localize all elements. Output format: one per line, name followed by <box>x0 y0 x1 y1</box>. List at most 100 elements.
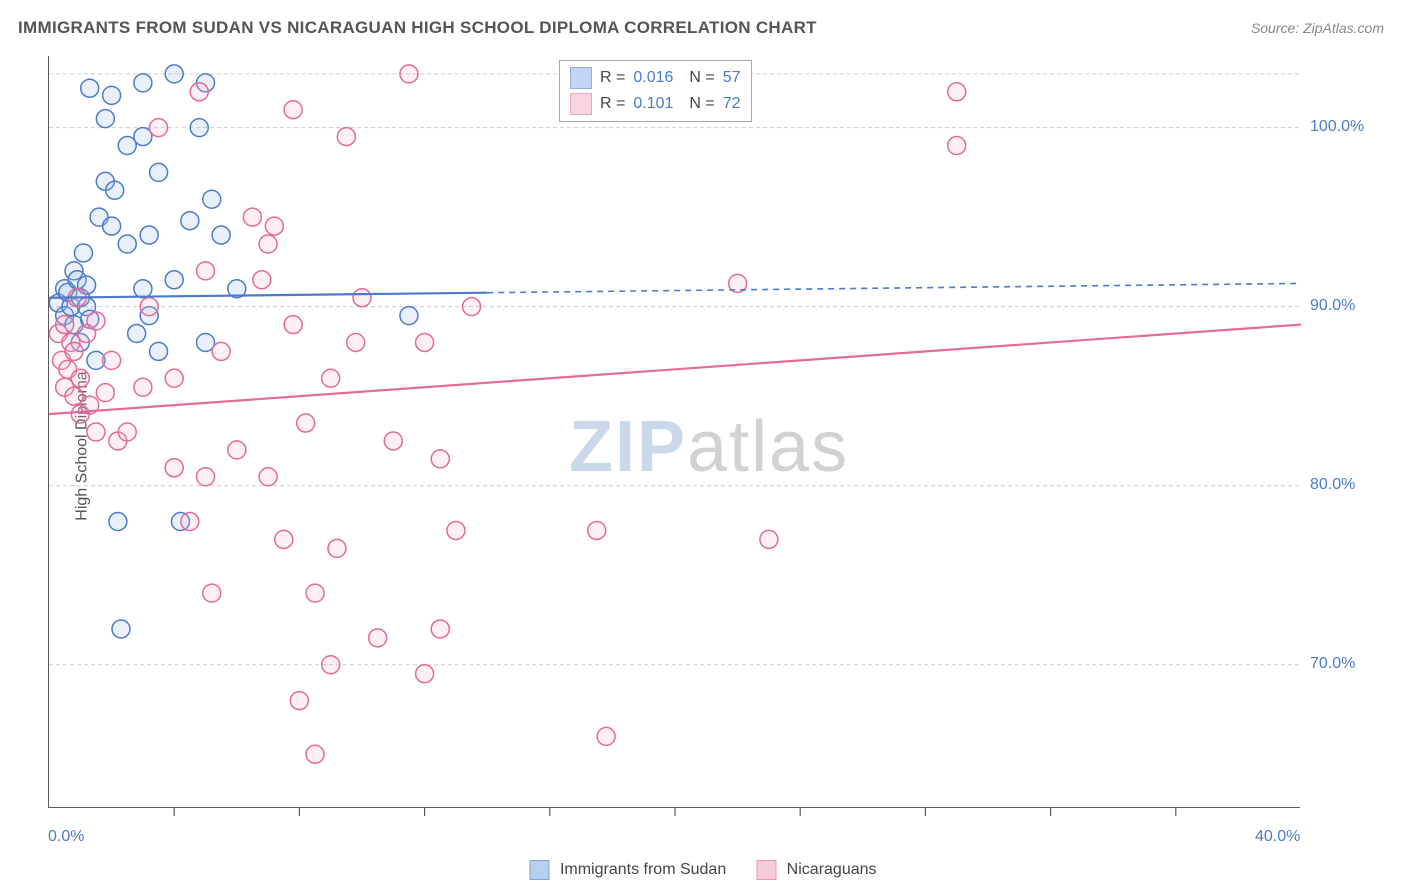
stats-r-label: R = <box>600 95 625 113</box>
stats-n-value: 72 <box>723 95 741 113</box>
stats-n-label: N = <box>689 95 714 113</box>
scatter-point <box>118 235 136 253</box>
trend-line-dashed <box>487 283 1301 292</box>
scatter-point <box>760 530 778 548</box>
scatter-point <box>203 190 221 208</box>
scatter-point <box>150 163 168 181</box>
y-tick-label: 90.0% <box>1310 297 1355 315</box>
scatter-point <box>416 665 434 683</box>
y-tick-label: 80.0% <box>1310 476 1355 494</box>
scatter-point <box>337 128 355 146</box>
scatter-point <box>400 65 418 83</box>
scatter-point <box>322 369 340 387</box>
stats-n-value: 57 <box>723 69 741 87</box>
scatter-point <box>369 629 387 647</box>
scatter-point <box>265 217 283 235</box>
stats-r-value: 0.101 <box>633 95 673 113</box>
scatter-point <box>416 333 434 351</box>
scatter-point <box>243 208 261 226</box>
scatter-point <box>297 414 315 432</box>
scatter-point <box>103 351 121 369</box>
scatter-point <box>109 513 127 531</box>
scatter-point <box>128 325 146 343</box>
legend-item-series1: Immigrants from Sudan <box>529 860 726 880</box>
scatter-point <box>431 620 449 638</box>
scatter-point <box>284 101 302 119</box>
scatter-point <box>275 530 293 548</box>
chart-title: IMMIGRANTS FROM SUDAN VS NICARAGUAN HIGH… <box>18 18 817 38</box>
scatter-point <box>259 235 277 253</box>
scatter-point <box>134 280 152 298</box>
legend-label: Nicaraguans <box>787 861 877 878</box>
stats-legend-row: R = 0.016 N = 57 <box>570 65 741 91</box>
stats-legend: R = 0.016 N = 57 R = 0.101 N = 72 <box>559 60 752 122</box>
scatter-point <box>203 584 221 602</box>
y-tick-label: 70.0% <box>1310 655 1355 673</box>
scatter-point <box>400 307 418 325</box>
trend-line <box>49 293 487 298</box>
scatter-point <box>74 244 92 262</box>
scatter-point <box>384 432 402 450</box>
scatter-point <box>197 468 215 486</box>
stats-legend-row: R = 0.101 N = 72 <box>570 91 741 117</box>
scatter-point <box>181 212 199 230</box>
scatter-point <box>228 441 246 459</box>
scatter-point <box>165 369 183 387</box>
legend-label: Immigrants from Sudan <box>560 861 726 878</box>
scatter-point <box>150 342 168 360</box>
scatter-point <box>165 459 183 477</box>
scatter-point <box>103 217 121 235</box>
bottom-legend: Immigrants from Sudan Nicaraguans <box>529 860 876 880</box>
scatter-point <box>284 316 302 334</box>
scatter-point <box>948 137 966 155</box>
scatter-point <box>948 83 966 101</box>
scatter-point <box>190 83 208 101</box>
scatter-point <box>212 226 230 244</box>
scatter-point <box>165 65 183 83</box>
x-tick-label: 40.0% <box>1255 828 1300 846</box>
scatter-point <box>165 271 183 289</box>
scatter-point <box>56 316 74 334</box>
scatter-point <box>118 423 136 441</box>
scatter-point <box>290 692 308 710</box>
scatter-point <box>106 181 124 199</box>
scatter-point <box>150 119 168 137</box>
scatter-point <box>588 521 606 539</box>
scatter-point <box>140 226 158 244</box>
scatter-point <box>96 110 114 128</box>
source-label: Source: ZipAtlas.com <box>1251 20 1384 36</box>
scatter-point <box>71 369 89 387</box>
x-tick-label: 0.0% <box>48 828 84 846</box>
scatter-point <box>103 86 121 104</box>
stats-r-value: 0.016 <box>633 69 673 87</box>
scatter-point <box>134 74 152 92</box>
scatter-point <box>322 656 340 674</box>
scatter-point <box>347 333 365 351</box>
scatter-point <box>112 620 130 638</box>
scatter-point <box>253 271 271 289</box>
legend-swatch-icon <box>570 67 592 89</box>
scatter-point <box>431 450 449 468</box>
scatter-point <box>96 384 114 402</box>
legend-swatch-icon <box>570 93 592 115</box>
scatter-point <box>259 468 277 486</box>
scatter-point <box>212 342 230 360</box>
scatter-point <box>353 289 371 307</box>
stats-r-label: R = <box>600 69 625 87</box>
scatter-point <box>140 298 158 316</box>
stats-n-label: N = <box>689 69 714 87</box>
trend-line <box>49 325 1301 415</box>
scatter-point <box>463 298 481 316</box>
scatter-point <box>197 262 215 280</box>
scatter-point <box>447 521 465 539</box>
scatter-point <box>328 539 346 557</box>
plot-area: ZIPatlas R =0.016N =57R =0.101N =72 <box>48 56 1300 808</box>
legend-item-series2: Nicaraguans <box>756 860 876 880</box>
scatter-point <box>306 745 324 763</box>
scatter-point <box>87 423 105 441</box>
scatter-point <box>190 119 208 137</box>
scatter-point <box>181 513 199 531</box>
y-tick-label: 100.0% <box>1310 118 1364 136</box>
scatter-svg <box>49 56 1301 808</box>
scatter-point <box>65 342 83 360</box>
